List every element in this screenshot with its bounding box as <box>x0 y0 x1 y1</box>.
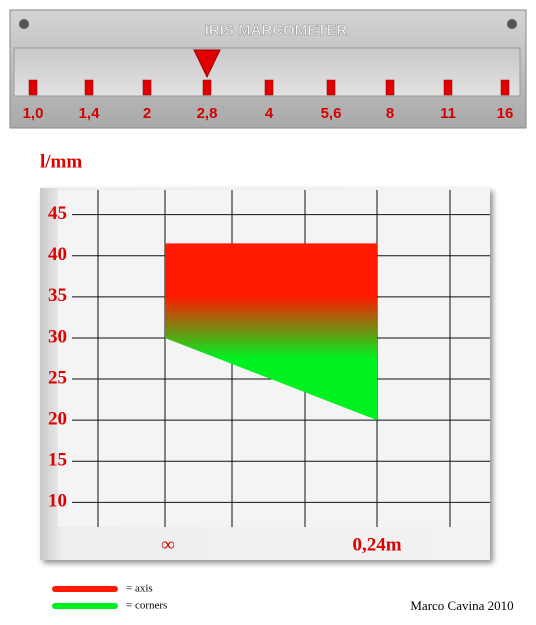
scale-label: 4 <box>265 105 274 122</box>
legend-swatch <box>52 603 118 609</box>
scale-label: 11 <box>440 105 456 122</box>
y-tick-label: 25 <box>48 367 67 388</box>
scale-mark <box>84 79 94 96</box>
scale-mark <box>500 79 510 96</box>
scale-mark <box>264 79 274 96</box>
credit: Marco Cavina 2010 <box>410 598 513 613</box>
scale-mark <box>202 79 212 96</box>
area <box>165 243 377 421</box>
legend-label: = axis <box>126 583 153 595</box>
meter-title: IRIS MARCOMETER <box>205 22 348 39</box>
y-tick-label: 35 <box>48 285 67 306</box>
y-tick-label: 10 <box>48 491 67 512</box>
pointer <box>193 49 221 79</box>
scale-label: 5,6 <box>321 105 342 122</box>
scale-mark <box>326 79 336 96</box>
scale-mark <box>385 79 395 96</box>
chart-title: l/mm <box>40 151 82 172</box>
scale-mark <box>142 79 152 96</box>
scale-label: 1,4 <box>79 105 101 122</box>
y-tick-label: 45 <box>48 203 67 224</box>
legend-swatch <box>52 586 118 592</box>
y-tick-label: 15 <box>48 450 67 471</box>
scale-label: 2,8 <box>197 105 218 122</box>
x-tick-label: 0,24m <box>352 534 401 555</box>
screw <box>507 19 517 29</box>
scale-label: 1,0 <box>23 105 44 122</box>
y-tick-label: 40 <box>48 244 67 265</box>
scale-label: 8 <box>386 105 394 122</box>
legend-label: = corners <box>126 600 167 612</box>
y-tick-label: 30 <box>48 326 67 347</box>
scale-mark <box>28 79 38 96</box>
scale-label: 2 <box>143 105 151 122</box>
scale-mark <box>443 79 453 96</box>
scale-label: 16 <box>497 105 514 122</box>
x-tick-label: ∞ <box>161 534 175 555</box>
screw <box>19 19 29 29</box>
y-tick-label: 20 <box>48 409 67 430</box>
